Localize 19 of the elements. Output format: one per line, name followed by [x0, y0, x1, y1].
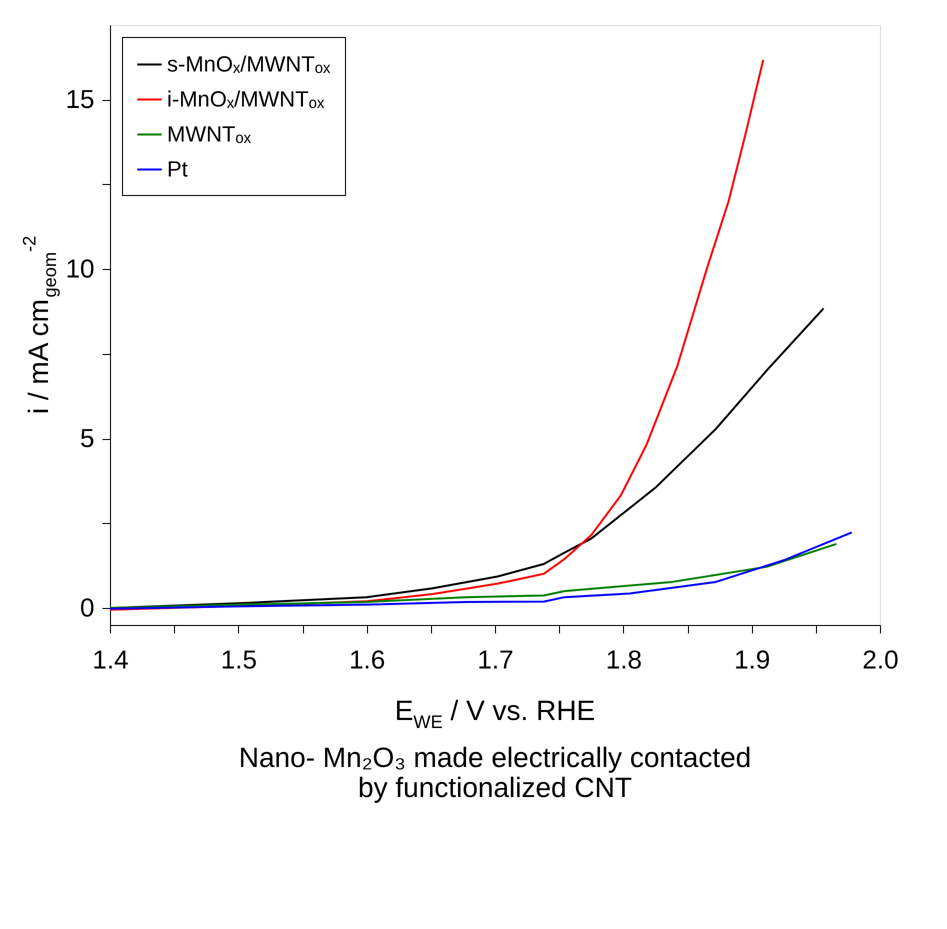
legend-label: MWNTₒₓ: [167, 122, 252, 146]
x-tick-label: 1.9: [734, 644, 770, 674]
y-tick-label: 0: [80, 592, 94, 623]
legend-label: s-MnOₓ/MWNTₒₓ: [167, 52, 332, 76]
x-tick-label: 1.8: [606, 644, 642, 674]
y-axis-title: i / mA cmgeom-2: [19, 236, 60, 414]
y-tick-label: 10: [66, 254, 94, 284]
x-tick-label: 2.0: [862, 644, 899, 674]
y-tick-label: 5: [80, 423, 94, 454]
x-tick-label: 1.6: [349, 644, 386, 674]
x-tick-label: 1.4: [92, 644, 129, 674]
text: Nano- Mn₂O₃ made electrically contacted by functionalized CNT: [238, 742, 752, 804]
legend-label: i-MnOₓ/MWNTₒₓ: [167, 86, 325, 112]
y-tick-label: 15: [66, 84, 94, 114]
x-tick-label: 1.5: [220, 644, 257, 674]
x-tick-label: 1.7: [477, 644, 514, 674]
legend-label: Pt: [167, 156, 188, 182]
line-series: [109, 531, 853, 610]
line-series: [109, 542, 838, 610]
